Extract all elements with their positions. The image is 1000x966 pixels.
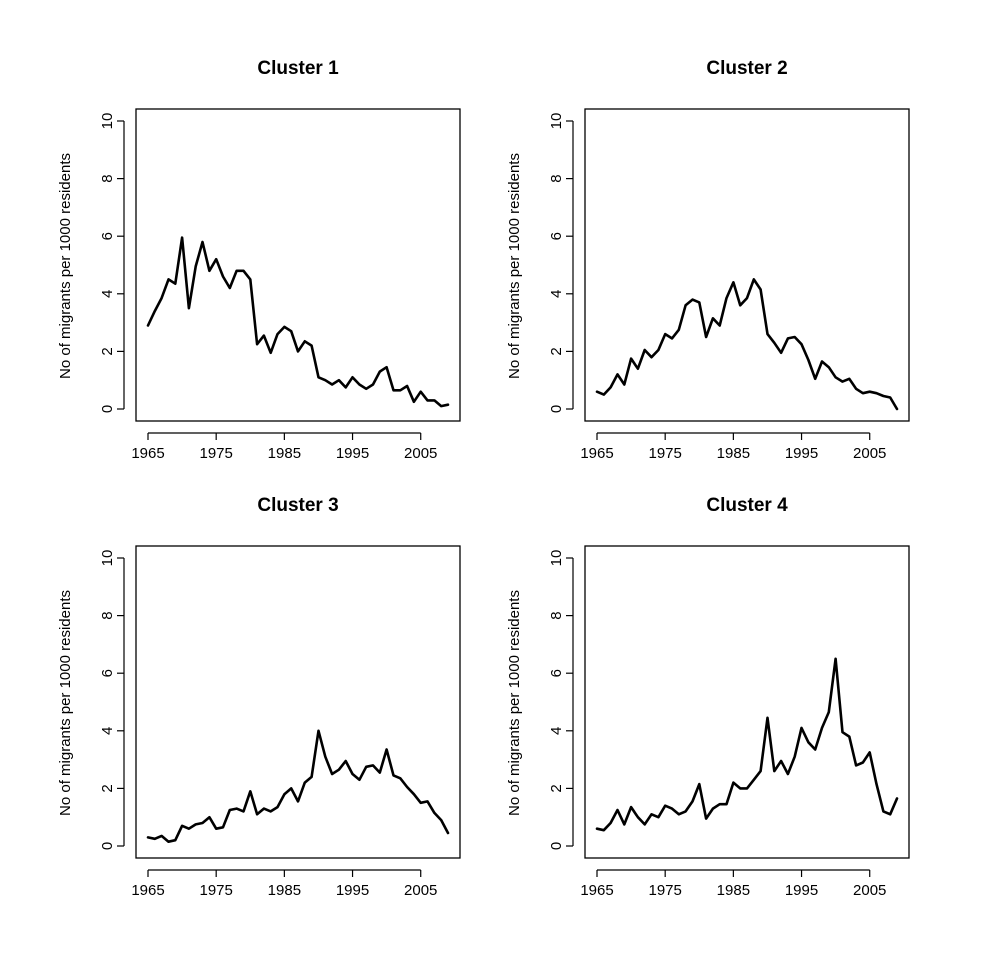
x-tick-label: 1995 [785, 445, 818, 462]
series-line [595, 278, 899, 411]
x-tick-label: 1995 [336, 445, 369, 462]
y-tick-label: 8 [548, 611, 565, 619]
panel-3: Cluster 3 1965 1975 1985 1995 2005 0 2 4 6 8 10 No o… [57, 495, 461, 899]
panel-4: Cluster 4 1965 1975 1985 1995 2005 0 2 4 6 8 10 No o… [506, 495, 910, 899]
panel-title: Cluster 4 [706, 495, 788, 516]
x-tick-label: 2005 [404, 882, 437, 899]
y-tick-label: 4 [99, 727, 116, 735]
y-tick-label: 8 [548, 174, 565, 182]
y-tick-label: 6 [548, 232, 565, 240]
x-tick-label: 1975 [199, 445, 232, 462]
x-tick-label: 1965 [580, 882, 613, 899]
panel-1: Cluster 1 1965 1975 1985 1995 2005 0 2 4 6 8 10 No o… [57, 58, 461, 462]
x-tick-label: 1965 [131, 445, 164, 462]
y-tick-label: 0 [548, 405, 565, 413]
y-tick-label: 10 [99, 113, 116, 130]
y-tick-label: 8 [99, 174, 116, 182]
x-tick-label: 1995 [336, 882, 369, 899]
series-line [146, 236, 450, 408]
y-tick-label: 2 [548, 784, 565, 792]
y-tick-label: 0 [99, 405, 116, 413]
x-tick-label: 1975 [199, 882, 232, 899]
y-tick-label: 4 [99, 290, 116, 298]
panel-title: Cluster 2 [706, 58, 787, 79]
y-tick-label: 6 [548, 669, 565, 677]
x-tick-label: 1975 [648, 445, 681, 462]
y-axis-label: No of migrants per 1000 residents [57, 590, 74, 816]
y-tick-label: 6 [99, 669, 116, 677]
y-tick-label: 10 [548, 550, 565, 567]
plot-frame [135, 545, 461, 859]
y-tick-label: 4 [548, 290, 565, 298]
plot-frame [584, 545, 910, 859]
x-tick-label: 1985 [268, 445, 301, 462]
plot-frame [135, 108, 461, 422]
panel-title: Cluster 3 [257, 495, 338, 516]
x-tick-label: 2005 [853, 445, 886, 462]
x-tick-label: 1965 [131, 882, 164, 899]
y-tick-label: 10 [548, 113, 565, 130]
x-tick-label: 2005 [404, 445, 437, 462]
x-tick-label: 1995 [785, 882, 818, 899]
y-tick-label: 2 [99, 784, 116, 792]
y-tick-label: 2 [548, 347, 565, 355]
y-tick-label: 0 [99, 842, 116, 850]
panel-title: Cluster 1 [257, 58, 339, 79]
series-line [146, 729, 450, 844]
panel-2: Cluster 2 1965 1975 1985 1995 2005 0 2 4 6 8 10 No o… [506, 58, 910, 462]
x-tick-label: 1985 [717, 445, 750, 462]
y-tick-label: 4 [548, 727, 565, 735]
y-tick-label: 0 [548, 842, 565, 850]
x-tick-label: 1985 [717, 882, 750, 899]
x-tick-label: 2005 [853, 882, 886, 899]
x-tick-label: 1985 [268, 882, 301, 899]
y-axis-label: No of migrants per 1000 residents [506, 590, 523, 816]
y-tick-label: 10 [99, 550, 116, 567]
plot-frame [584, 108, 910, 422]
x-tick-label: 1965 [580, 445, 613, 462]
y-tick-label: 2 [99, 347, 116, 355]
y-axis-label: No of migrants per 1000 residents [57, 153, 74, 379]
x-tick-label: 1975 [648, 882, 681, 899]
y-tick-label: 6 [99, 232, 116, 240]
series-line [595, 657, 899, 832]
y-axis-label: No of migrants per 1000 residents [506, 153, 523, 379]
y-tick-label: 8 [99, 611, 116, 619]
